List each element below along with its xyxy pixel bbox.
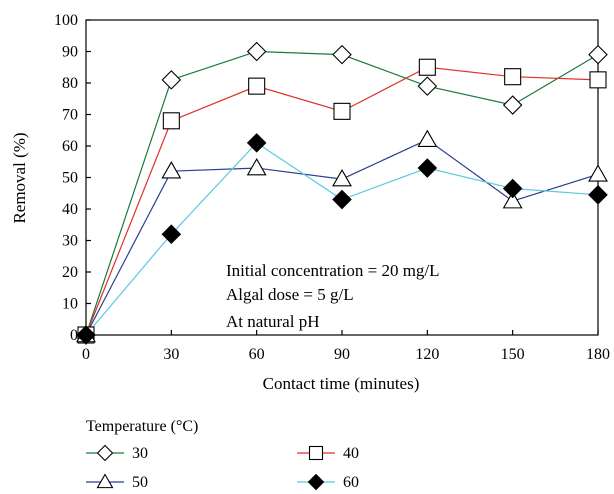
data-point-30 bbox=[161, 70, 182, 90]
legend-marker-30 bbox=[96, 444, 114, 462]
legend-label-30: 30 bbox=[132, 445, 148, 462]
y-tick-label: 50 bbox=[62, 170, 78, 187]
x-tick-label: 0 bbox=[82, 346, 90, 363]
data-point-50 bbox=[588, 164, 608, 182]
data-point-60 bbox=[161, 224, 182, 244]
data-point-30 bbox=[246, 41, 267, 62]
data-point-30 bbox=[502, 95, 523, 115]
data-point-50 bbox=[502, 191, 523, 209]
annotations: Initial concentration = 20 mg/L Algal do… bbox=[226, 261, 440, 331]
annotation-dose: Algal dose = 5 g/L bbox=[226, 285, 354, 304]
x-tick-label: 60 bbox=[249, 346, 265, 363]
data-point-30 bbox=[588, 44, 608, 65]
x-tick-label: 150 bbox=[501, 346, 525, 363]
data-point-50 bbox=[417, 129, 438, 147]
legend-marker-50 bbox=[96, 473, 114, 489]
data-point-40 bbox=[248, 77, 266, 95]
y-tick-label: 40 bbox=[62, 201, 78, 218]
y-tick-label: 0 bbox=[70, 327, 78, 344]
legend-label-60: 60 bbox=[343, 474, 359, 491]
data-point-50 bbox=[161, 161, 182, 179]
legend: Temperature (°C) 30 40 50 60 bbox=[86, 418, 359, 491]
legend-marker-40 bbox=[308, 445, 324, 461]
annotation-concentration: Initial concentration = 20 mg/L bbox=[226, 261, 440, 280]
y-tick-label: 80 bbox=[62, 75, 78, 92]
data-point-40 bbox=[333, 102, 351, 120]
data-point-40 bbox=[504, 68, 522, 86]
data-point-60 bbox=[588, 185, 608, 205]
axes: 0 10 20 30 40 50 60 70 80 90 100 0 30 60 90 120 150 180 bbox=[54, 12, 610, 363]
data-point-40 bbox=[162, 112, 180, 130]
data-point-60 bbox=[76, 325, 96, 345]
data-point-60 bbox=[332, 189, 352, 210]
legend-title: Temperature (°C) bbox=[86, 418, 198, 435]
y-tick-label: 90 bbox=[62, 44, 78, 61]
data-point-30 bbox=[417, 76, 438, 96]
data-point-50 bbox=[332, 168, 352, 187]
legend-label-50: 50 bbox=[132, 474, 148, 491]
y-tick-label: 70 bbox=[62, 107, 78, 124]
data-point-60 bbox=[246, 133, 267, 153]
data-point-40 bbox=[418, 58, 436, 76]
y-tick-label: 100 bbox=[54, 12, 78, 29]
data-point-30 bbox=[332, 44, 352, 65]
series-layer bbox=[76, 41, 608, 345]
annotation-ph: At natural pH bbox=[226, 312, 319, 331]
data-point-60 bbox=[502, 178, 523, 199]
data-point-50 bbox=[246, 157, 267, 176]
data-point-60 bbox=[417, 158, 438, 178]
x-tick-label: 90 bbox=[334, 346, 350, 363]
y-tick-label: 30 bbox=[62, 233, 78, 250]
x-tick-label: 120 bbox=[415, 346, 439, 363]
y-tick-label: 10 bbox=[62, 296, 78, 313]
legend-label-40: 40 bbox=[343, 445, 359, 462]
x-axis-title: Contact time (minutes) bbox=[263, 374, 420, 393]
x-tick-label: 30 bbox=[163, 346, 179, 363]
y-tick-label: 60 bbox=[62, 138, 78, 155]
data-point-40 bbox=[589, 71, 607, 89]
legend-marker-60 bbox=[307, 473, 325, 491]
y-axis-title: Removal (%) bbox=[10, 132, 29, 223]
y-tick-label: 20 bbox=[62, 264, 78, 281]
x-tick-label: 180 bbox=[586, 346, 610, 363]
